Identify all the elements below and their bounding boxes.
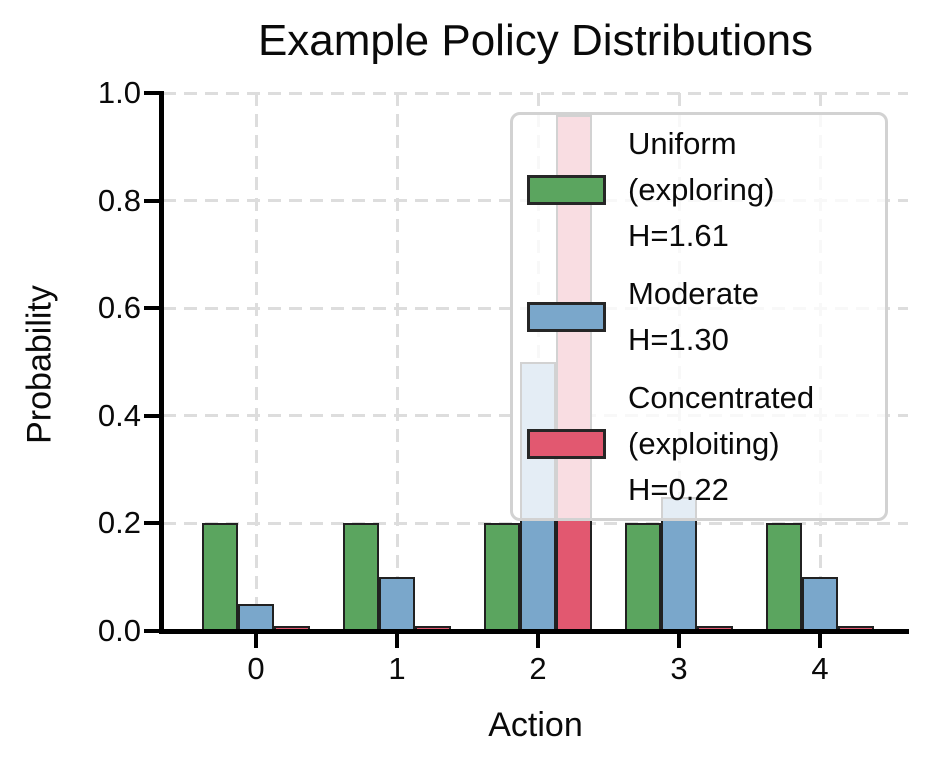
bar-series0-action0: [202, 523, 238, 631]
y-tick-label: 0.4: [97, 397, 141, 433]
legend-swatch-icon: [527, 174, 606, 205]
bar-series1-action4: [802, 577, 838, 631]
y-tick-mark: [144, 198, 159, 203]
legend-label: Concentrated (exploiting) H=0.22: [628, 379, 815, 507]
bar-series0-action2: [484, 523, 520, 631]
chart-title: Example Policy Distributions: [257, 16, 814, 65]
y-tick-label: 0.2: [97, 505, 141, 541]
bar-series2-action4: [838, 625, 874, 631]
legend-swatch-icon: [527, 428, 606, 459]
x-tick-mark: [254, 633, 258, 648]
legend-entry-2: Concentrated (exploiting) H=0.22: [527, 375, 879, 513]
legend-entry-0: Uniform (exploring) H=1.61: [527, 121, 879, 259]
y-tick-mark: [144, 413, 159, 418]
x-tick-label: 1: [388, 651, 406, 686]
x-tick-mark: [395, 633, 399, 648]
x-gridline: [254, 93, 258, 631]
y-axis-label: Probability: [20, 285, 59, 444]
bar-series0-action3: [625, 523, 661, 631]
legend-entry-1: Moderate H=1.30: [527, 271, 879, 363]
y-tick-mark: [144, 91, 159, 95]
x-tick-label: 0: [247, 651, 265, 686]
bar-series2-action1: [415, 625, 451, 631]
legend-label: Moderate H=1.30: [628, 275, 759, 357]
x-tick-mark: [536, 633, 540, 648]
x-tick-mark: [818, 633, 822, 648]
x-axis-label: Action: [488, 706, 583, 744]
x-tick-label: 3: [670, 651, 688, 686]
x-gridline: [395, 93, 399, 631]
x-tick-mark: [677, 633, 681, 648]
legend: Uniform (exploring) H=1.61 Moderate H=1.3…: [510, 112, 888, 521]
bar-series1-action0: [238, 604, 274, 631]
y-tick-mark: [144, 629, 159, 633]
plot-area: [163, 91, 908, 631]
legend-label: Uniform (exploring) H=1.61: [628, 125, 775, 253]
y-tick-label: 0.8: [97, 182, 141, 218]
y-tick-mark: [144, 306, 159, 311]
y-gridline: [163, 91, 908, 95]
bar-series1-action1: [379, 577, 415, 631]
bar-series2-action0: [274, 625, 310, 631]
x-tick-label: 2: [529, 651, 547, 686]
x-axis-spine: [159, 629, 909, 634]
bar-series0-action1: [343, 523, 379, 631]
y-tick-label: 0.6: [97, 290, 141, 326]
legend-swatch-icon: [527, 301, 606, 332]
y-tick-label: 0.0: [97, 613, 141, 648]
y-tick-label: 1.0: [97, 75, 141, 110]
bar-series2-action3: [697, 625, 733, 631]
y-tick-mark: [144, 521, 159, 526]
bar-series0-action4: [766, 523, 802, 631]
y-axis-spine: [159, 91, 164, 633]
x-tick-label: 4: [811, 651, 829, 686]
